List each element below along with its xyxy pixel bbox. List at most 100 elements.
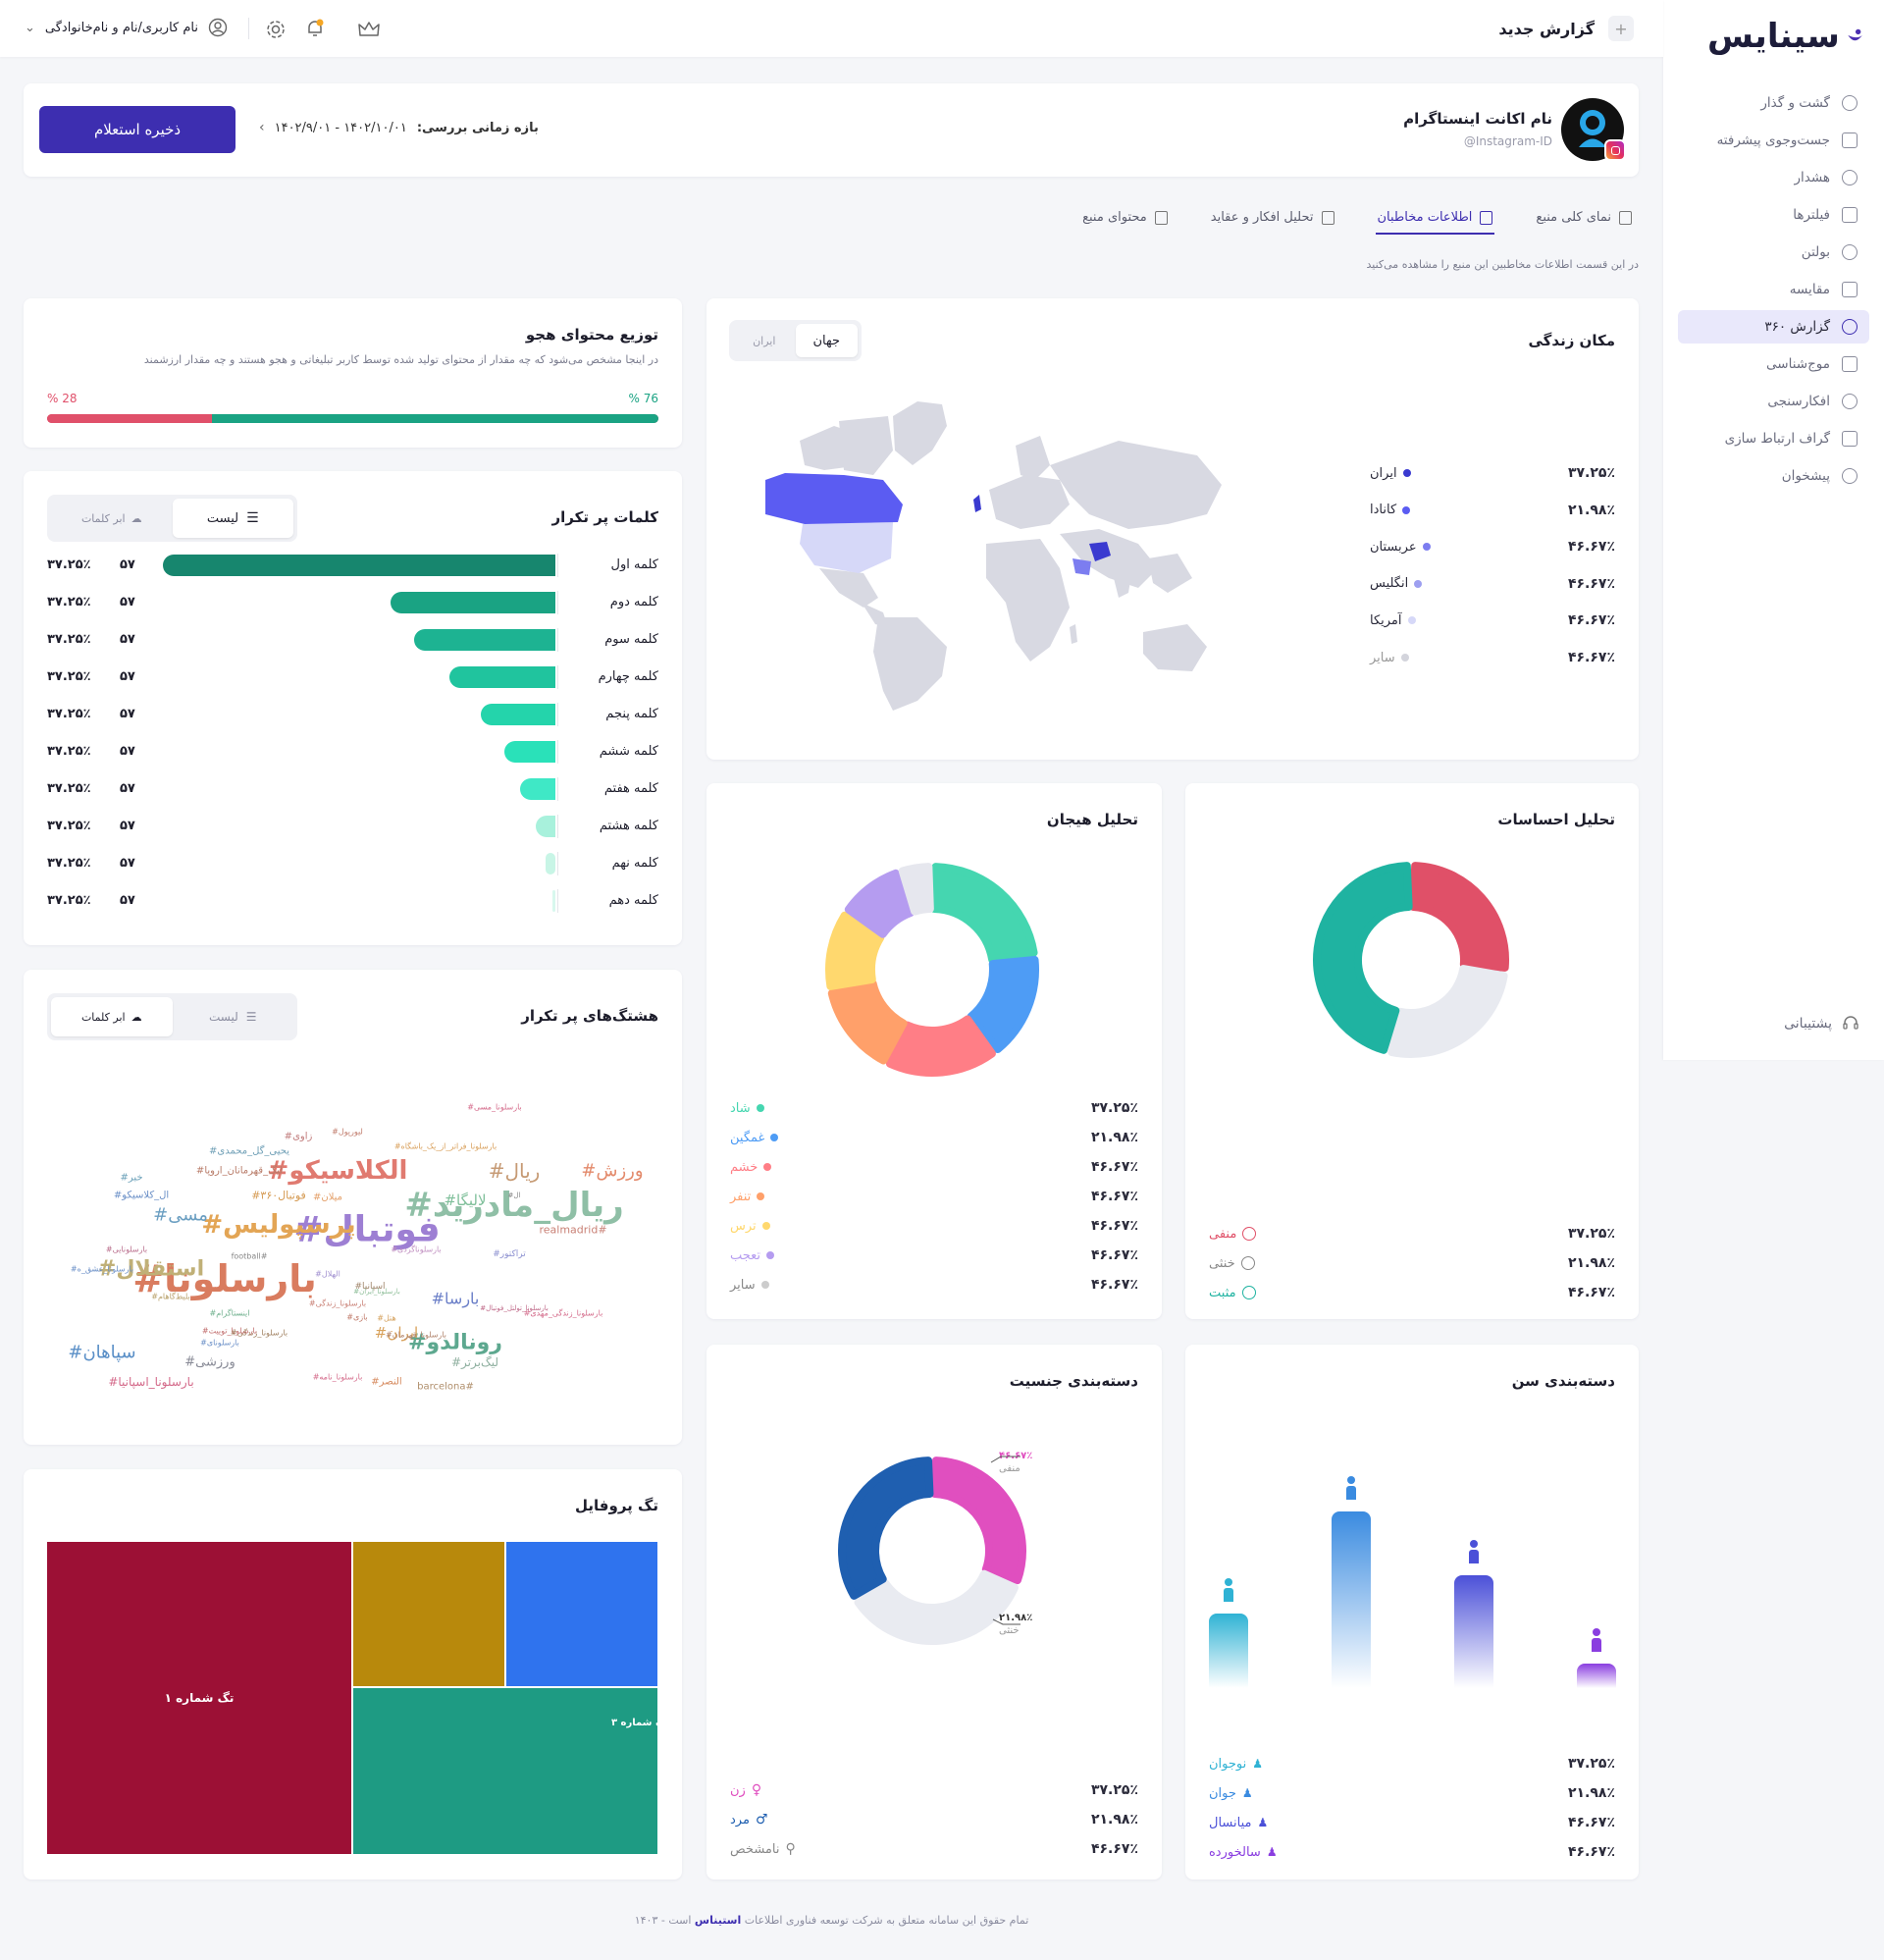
toggle-word-cloud[interactable]: ☁ ابر کلمات bbox=[80, 511, 142, 525]
hashtag-word[interactable]: #بارسلوناگردی bbox=[391, 1245, 442, 1254]
hashtag-word[interactable]: #۳۶۰فوتبال bbox=[251, 1189, 306, 1202]
sidebar-item-8[interactable]: موج‌شناسی bbox=[1678, 347, 1869, 381]
hashtag-word[interactable]: #یحیی_گل_محمدی bbox=[209, 1145, 289, 1157]
hashtag-word[interactable]: #بلیط‌گاهام bbox=[151, 1292, 190, 1301]
donut-segment[interactable] bbox=[825, 911, 885, 990]
sidebar-item-support[interactable]: پشتیبانی bbox=[1784, 1015, 1859, 1033]
tab-3[interactable]: تحلیل افکار و عقاید bbox=[1209, 206, 1336, 235]
hashtag-word[interactable]: #تراکتور bbox=[493, 1249, 526, 1259]
age-bar[interactable] bbox=[1454, 1574, 1493, 1688]
hashtag-word[interactable]: #ال bbox=[507, 1192, 521, 1199]
sidebar-item-6[interactable]: مقایسه bbox=[1678, 273, 1869, 306]
toggle-world[interactable]: جهان bbox=[795, 324, 858, 357]
hashtag-word[interactable]: #ریال bbox=[488, 1159, 541, 1183]
toggle-list[interactable]: ☰ لیست bbox=[208, 1010, 257, 1024]
word-bar[interactable] bbox=[391, 592, 555, 613]
word-bar[interactable] bbox=[449, 666, 555, 688]
account-avatar[interactable] bbox=[1561, 98, 1626, 161]
hashtag-word[interactable]: #بارسلونا_قهرمان bbox=[386, 1330, 446, 1340]
hashtag-word[interactable]: #لیگ_قهرمانان_اروپا bbox=[195, 1165, 284, 1177]
hashtag-word[interactable]: #النصر bbox=[371, 1376, 402, 1388]
sidebar-item-4[interactable]: فیلترها bbox=[1678, 198, 1869, 232]
age-bar[interactable] bbox=[1332, 1511, 1371, 1688]
tag-cell[interactable]: تگ شماره ۳ bbox=[353, 1688, 657, 1854]
donut-segment[interactable] bbox=[1409, 862, 1509, 972]
world-map[interactable] bbox=[746, 397, 1227, 711]
hashtag-word[interactable]: #بازی bbox=[346, 1312, 368, 1322]
tab-4[interactable]: محتوای منبع bbox=[1080, 206, 1170, 235]
hashtag-word[interactable]: #زاوی bbox=[284, 1131, 313, 1142]
hashtag-word[interactable]: #بارسلونایی bbox=[105, 1245, 148, 1254]
sidebar-item-7[interactable]: گزارش ۳۶۰ bbox=[1678, 310, 1869, 344]
settings-icon[interactable] bbox=[265, 19, 287, 40]
save-inquiry-button[interactable]: ذخیره استعلام bbox=[39, 106, 236, 153]
tag-cell[interactable] bbox=[506, 1542, 657, 1686]
sidebar-item-11[interactable]: پیشخوان bbox=[1678, 459, 1869, 493]
tab-1[interactable]: نمای کلی منبع bbox=[1534, 206, 1634, 235]
sidebar-item-1[interactable]: گشت و گذار bbox=[1678, 86, 1869, 120]
footer-brand[interactable]: استیناس bbox=[694, 1914, 742, 1927]
age-bar[interactable] bbox=[1577, 1663, 1616, 1688]
word-bar[interactable] bbox=[546, 853, 555, 874]
hashtag-word[interactable]: #بارسلونا_توییت bbox=[201, 1326, 258, 1336]
crown-icon[interactable] bbox=[357, 20, 381, 39]
hashtag-word[interactable]: #بارسا bbox=[431, 1289, 480, 1308]
toggle-iran[interactable]: ایران bbox=[753, 334, 776, 347]
brand-logo[interactable]: سینایس bbox=[1707, 14, 1864, 59]
hashtag-word[interactable]: #سپاهان bbox=[68, 1342, 136, 1363]
hashtag-word[interactable]: #بارسلونا_زندگی_مهدی bbox=[523, 1308, 603, 1318]
donut-segment[interactable] bbox=[898, 863, 934, 916]
tag-cell[interactable] bbox=[353, 1542, 504, 1686]
add-tab-button[interactable]: + bbox=[1608, 16, 1634, 41]
hashtag-word[interactable]: #بارسلونا_نامه bbox=[312, 1372, 363, 1382]
hashtag-word[interactable]: #فوتبال bbox=[293, 1209, 441, 1250]
donut-segment[interactable] bbox=[930, 863, 1038, 964]
hashtag-word[interactable]: #ریال_مادرید bbox=[404, 1186, 624, 1225]
hashtag-word[interactable]: #بارسلونا bbox=[132, 1257, 317, 1300]
tab-2[interactable]: اطلاعات مخاطبان bbox=[1375, 206, 1495, 235]
donut-segment[interactable] bbox=[1313, 862, 1413, 1054]
hashtag-word[interactable]: #هتل bbox=[377, 1313, 396, 1323]
hashtag-word[interactable]: #ورزش bbox=[581, 1160, 644, 1182]
donut-segment[interactable] bbox=[854, 1569, 1019, 1645]
hashtag-word[interactable]: #بارسلونا_عشق_ه bbox=[70, 1264, 134, 1274]
hashtag-word[interactable]: #اینستاگرام bbox=[209, 1308, 250, 1318]
hashtag-word[interactable]: football# bbox=[231, 1251, 268, 1261]
hashtag-word[interactable]: #ایران bbox=[374, 1324, 419, 1342]
bell-icon[interactable] bbox=[304, 18, 326, 39]
toggle-word-cloud[interactable]: ☁ ابر کلمات bbox=[51, 997, 173, 1036]
world-iran-toggle[interactable]: جهان ایران bbox=[729, 320, 862, 361]
hashtag-word[interactable]: #خبر bbox=[120, 1172, 143, 1184]
donut-segment[interactable] bbox=[827, 980, 908, 1065]
hashtag-word[interactable]: #بارسلونای bbox=[200, 1338, 239, 1348]
hashtag-word[interactable]: #لالیگا bbox=[444, 1192, 487, 1209]
hashtag-word[interactable]: #پرسپولیس bbox=[201, 1210, 356, 1240]
word-bar[interactable] bbox=[551, 890, 555, 912]
hashtag-word[interactable]: #بارسلونا_ایران bbox=[353, 1288, 400, 1296]
period-selector[interactable]: ‹ ۱۴۰۲/۹/۰۱ - ۱۴۰۲/۱۰/۰۱ بازه زمانی بررس… bbox=[259, 120, 539, 135]
hashtags-view-toggle[interactable]: ☰ لیست ☁ ابر کلمات bbox=[47, 993, 297, 1040]
tag-cell[interactable]: تگ شماره ۱ bbox=[47, 1542, 351, 1854]
sidebar-item-9[interactable]: افکارسنجی bbox=[1678, 385, 1869, 418]
hashtag-word[interactable]: realmadrid# bbox=[539, 1223, 607, 1237]
sidebar-item-10[interactable]: گراف ارتباط سازی bbox=[1678, 422, 1869, 455]
hashtag-word[interactable]: #بارسلونا_فراتر_از_یک_باشگاه bbox=[393, 1141, 497, 1151]
donut-segment[interactable] bbox=[844, 869, 916, 938]
word-bar[interactable] bbox=[414, 629, 555, 651]
hashtag-word[interactable]: #الهلال bbox=[315, 1269, 340, 1279]
hashtag-word[interactable]: #لیگ‌برتر bbox=[450, 1355, 499, 1369]
donut-segment[interactable] bbox=[930, 1457, 1026, 1585]
hashtag-word[interactable]: barcelona# bbox=[417, 1381, 474, 1393]
user-menu[interactable]: ⌄ نام کاربری/نام و نام‌خانوادگی bbox=[25, 18, 228, 37]
hashtag-word[interactable]: #لیورپول bbox=[332, 1127, 363, 1137]
hashtag-word[interactable]: #بارسلونا_اسپانیا bbox=[108, 1375, 194, 1389]
words-view-toggle[interactable]: ☰ لیست ☁ ابر کلمات bbox=[47, 495, 297, 542]
hashtag-word[interactable]: #بارسلونا_زندگی bbox=[230, 1328, 288, 1338]
donut-segment[interactable] bbox=[885, 1015, 996, 1077]
hashtag-word[interactable]: #بارسلونا_زندگی bbox=[308, 1298, 367, 1308]
word-bar[interactable] bbox=[520, 778, 555, 800]
hashtag-word[interactable]: #بارسلونا_مسی bbox=[467, 1102, 522, 1112]
hashtag-word[interactable]: #مسی bbox=[153, 1204, 208, 1226]
donut-segment[interactable] bbox=[1387, 965, 1508, 1058]
sidebar-item-5[interactable]: بولتن bbox=[1678, 236, 1869, 269]
